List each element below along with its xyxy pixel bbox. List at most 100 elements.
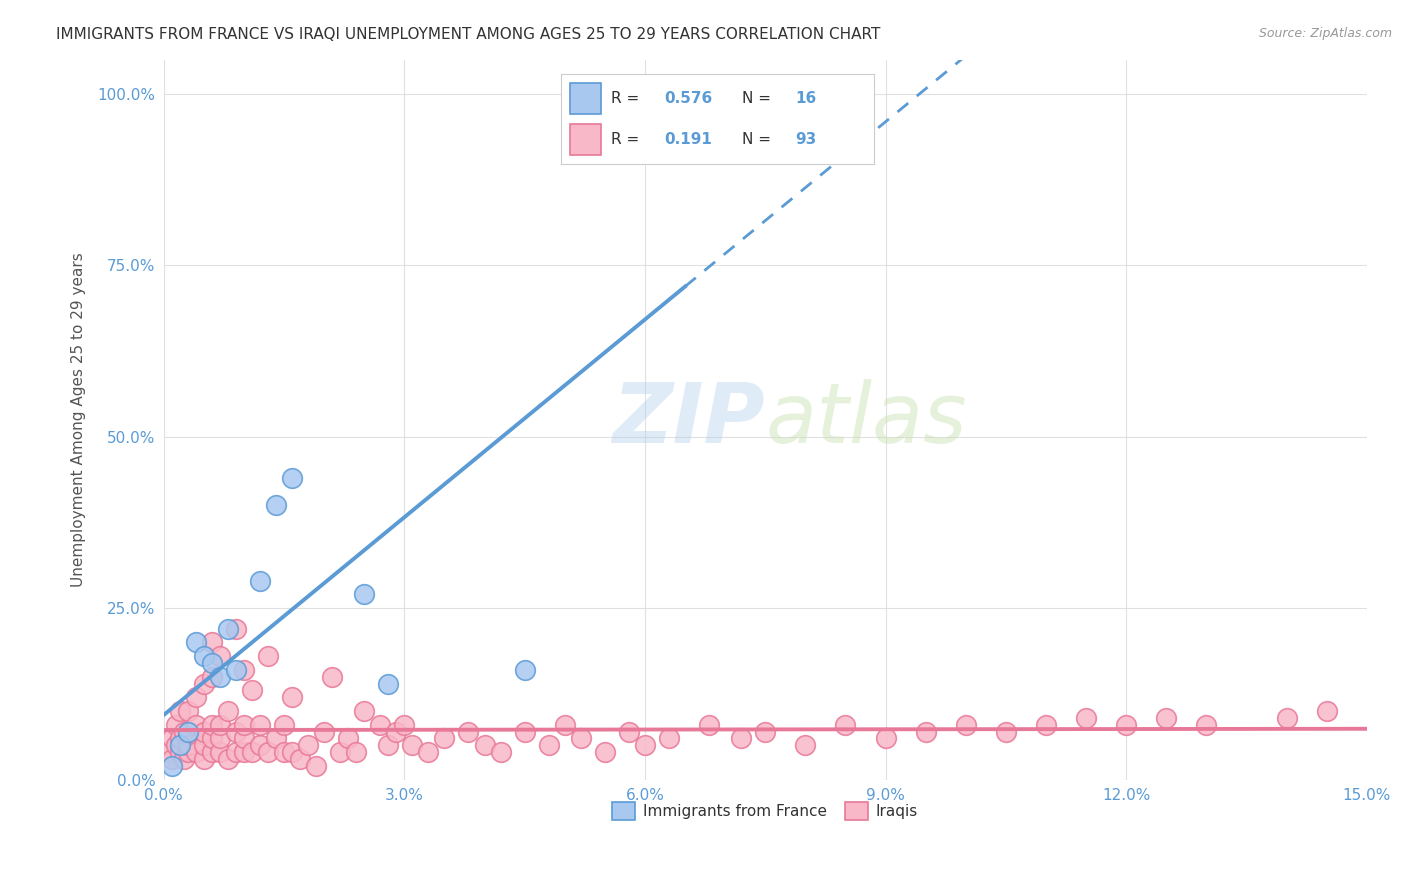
- Point: [281, 471, 304, 485]
- Point: [249, 717, 271, 731]
- Point: [754, 724, 776, 739]
- Point: [208, 670, 231, 684]
- Point: [418, 745, 440, 759]
- Point: [1275, 711, 1298, 725]
- Point: [697, 717, 720, 731]
- Point: [232, 745, 254, 759]
- Point: [377, 739, 399, 753]
- Point: [617, 724, 640, 739]
- Point: [201, 717, 224, 731]
- Point: [593, 745, 616, 759]
- Point: [193, 752, 215, 766]
- Point: [257, 745, 280, 759]
- Point: [337, 731, 360, 746]
- Point: [184, 745, 207, 759]
- Point: [794, 739, 817, 753]
- Point: [329, 745, 352, 759]
- Point: [217, 622, 239, 636]
- Point: [208, 745, 231, 759]
- Point: [201, 745, 224, 759]
- Point: [208, 649, 231, 664]
- Point: [368, 717, 391, 731]
- Point: [569, 731, 592, 746]
- Point: [225, 745, 247, 759]
- Point: [169, 745, 191, 759]
- Point: [344, 745, 367, 759]
- Point: [385, 724, 408, 739]
- Point: [169, 704, 191, 718]
- Point: [193, 676, 215, 690]
- Point: [273, 745, 295, 759]
- Point: [232, 717, 254, 731]
- Point: [730, 731, 752, 746]
- Point: [273, 717, 295, 731]
- Point: [240, 745, 263, 759]
- Point: [994, 724, 1017, 739]
- Point: [658, 731, 681, 746]
- Point: [513, 663, 536, 677]
- Point: [225, 622, 247, 636]
- Point: [288, 752, 311, 766]
- Point: [401, 739, 423, 753]
- Point: [232, 731, 254, 746]
- Point: [225, 663, 247, 677]
- Point: [156, 745, 179, 759]
- Y-axis label: Unemployment Among Ages 25 to 29 years: Unemployment Among Ages 25 to 29 years: [72, 252, 86, 587]
- Point: [225, 724, 247, 739]
- Point: [353, 587, 375, 601]
- Point: [474, 739, 496, 753]
- Text: IMMIGRANTS FROM FRANCE VS IRAQI UNEMPLOYMENT AMONG AGES 25 TO 29 YEARS CORRELATI: IMMIGRANTS FROM FRANCE VS IRAQI UNEMPLOY…: [56, 27, 880, 42]
- Point: [160, 731, 183, 746]
- Point: [193, 724, 215, 739]
- Point: [394, 717, 416, 731]
- Point: [554, 717, 576, 731]
- Point: [914, 724, 936, 739]
- Point: [281, 745, 304, 759]
- Point: [240, 683, 263, 698]
- Point: [264, 498, 287, 512]
- Point: [177, 745, 200, 759]
- Point: [165, 739, 187, 753]
- Point: [177, 724, 200, 739]
- Point: [1156, 711, 1178, 725]
- Point: [173, 724, 195, 739]
- Text: ZIP: ZIP: [613, 379, 765, 460]
- Point: [201, 635, 224, 649]
- Point: [353, 704, 375, 718]
- Text: atlas: atlas: [765, 379, 967, 460]
- Point: [169, 739, 191, 753]
- Point: [201, 731, 224, 746]
- Point: [314, 724, 336, 739]
- Point: [377, 676, 399, 690]
- Point: [193, 739, 215, 753]
- Point: [321, 670, 343, 684]
- Point: [201, 656, 224, 670]
- Point: [264, 731, 287, 746]
- Point: [297, 739, 319, 753]
- Point: [1195, 717, 1218, 731]
- Point: [173, 752, 195, 766]
- Point: [281, 690, 304, 705]
- Point: [834, 717, 856, 731]
- Point: [232, 663, 254, 677]
- Point: [184, 635, 207, 649]
- Point: [193, 649, 215, 664]
- Point: [489, 745, 512, 759]
- Point: [537, 739, 560, 753]
- Point: [305, 759, 328, 773]
- Point: [184, 717, 207, 731]
- Text: Source: ZipAtlas.com: Source: ZipAtlas.com: [1258, 27, 1392, 40]
- Point: [513, 724, 536, 739]
- Point: [673, 94, 696, 108]
- Point: [1035, 717, 1057, 731]
- Point: [160, 752, 183, 766]
- Point: [208, 731, 231, 746]
- Point: [184, 690, 207, 705]
- Point: [457, 724, 479, 739]
- Point: [249, 574, 271, 588]
- Point: [177, 739, 200, 753]
- Point: [160, 759, 183, 773]
- Point: [1115, 717, 1137, 731]
- Point: [201, 670, 224, 684]
- Point: [249, 739, 271, 753]
